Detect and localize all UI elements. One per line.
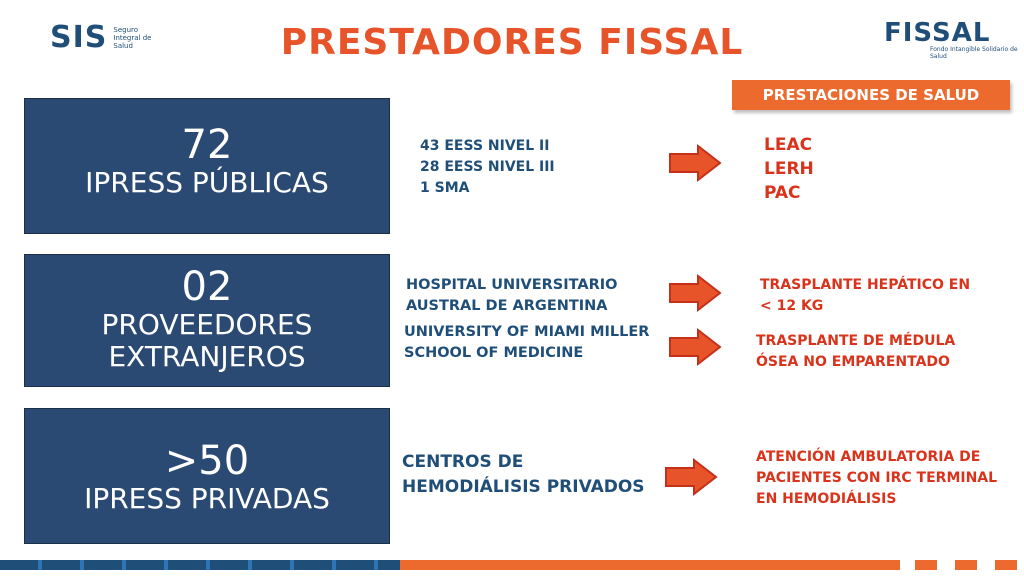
private-ipress-box: >50 IPRESS PRIVADAS xyxy=(24,408,390,544)
sis-logo-mark: SIS xyxy=(50,20,108,55)
right-arrow-icon xyxy=(669,328,722,366)
box-number: 02 xyxy=(181,264,233,310)
service-line: ÓSEA NO EMPARENTADO xyxy=(756,354,950,370)
detail-line: HEMODIÁLISIS PRIVADOS xyxy=(402,477,645,497)
detail-line: 1 SMA xyxy=(420,180,470,196)
public-ipress-services: LEAC LERH PAC xyxy=(764,133,814,205)
footer-stripe xyxy=(0,560,1024,570)
public-ipress-details: 43 EESS NIVEL II 28 EESS NIVEL III 1 SMA xyxy=(420,136,555,199)
fissal-logo-mark: FISSAL xyxy=(884,18,991,48)
right-arrow-icon xyxy=(669,144,722,182)
service-line: LERH xyxy=(764,159,814,179)
section-header-prestaciones: PRESTACIONES DE SALUD xyxy=(732,80,1010,110)
detail-line: 28 EESS NIVEL III xyxy=(420,159,555,175)
foreign-provider-austral: HOSPITAL UNIVERSITARIO AUSTRAL DE ARGENT… xyxy=(406,275,618,317)
foreign-service-hepatic: TRASPLANTE HEPÁTICO EN < 12 KG xyxy=(760,275,970,317)
sis-logo: SIS Seguro Integral de Salud xyxy=(50,20,153,55)
right-arrow-icon xyxy=(669,274,722,312)
private-ipress-services: ATENCIÓN AMBULATORIA DE PACIENTES CON IR… xyxy=(756,447,997,510)
detail-line: 43 EESS NIVEL II xyxy=(420,138,550,154)
fissal-logo: FISSAL Fondo Intangible Solidario de Sal… xyxy=(884,18,1024,60)
detail-line: AUSTRAL DE ARGENTINA xyxy=(406,298,608,314)
foreign-provider-miami: UNIVERSITY OF MIAMI MILLER SCHOOL OF MED… xyxy=(404,322,649,364)
detail-line: CENTROS DE xyxy=(402,452,524,472)
box-label: IPRESS PRIVADAS xyxy=(84,482,330,515)
service-line: TRASPLANTE HEPÁTICO EN xyxy=(760,277,971,293)
fissal-logo-subtitle: Fondo Intangible Solidario de Salud xyxy=(930,46,1018,60)
service-line: TRASPLANTE DE MÉDULA xyxy=(756,333,956,349)
service-line: PACIENTES CON IRC TERMINAL xyxy=(756,470,998,486)
box-number: >50 xyxy=(164,438,250,484)
service-line: PAC xyxy=(764,183,801,203)
foreign-service-marrow: TRASPLANTE DE MÉDULA ÓSEA NO EMPARENTADO xyxy=(756,331,955,373)
service-line: LEAC xyxy=(764,135,813,155)
detail-line: HOSPITAL UNIVERSITARIO xyxy=(406,277,618,293)
private-ipress-details: CENTROS DE HEMODIÁLISIS PRIVADOS xyxy=(402,450,645,500)
box-label: EXTRANJEROS xyxy=(108,340,306,373)
foreign-providers-box: 02 PROVEEDORES EXTRANJEROS xyxy=(24,254,390,387)
right-arrow-icon xyxy=(665,458,718,496)
service-line: EN HEMODIÁLISIS xyxy=(756,491,897,507)
detail-line: SCHOOL OF MEDICINE xyxy=(404,345,584,361)
detail-line: UNIVERSITY OF MIAMI MILLER xyxy=(404,324,650,340)
service-line: < 12 KG xyxy=(760,298,824,314)
sis-logo-subtitle: Seguro Integral de Salud xyxy=(113,25,152,50)
box-label: PROVEEDORES xyxy=(101,308,313,341)
public-ipress-box: 72 IPRESS PÚBLICAS xyxy=(24,98,390,234)
service-line: ATENCIÓN AMBULATORIA DE xyxy=(756,449,981,465)
box-number: 72 xyxy=(181,122,233,168)
page-title: PRESTADORES FISSAL xyxy=(280,22,744,63)
box-label: IPRESS PÚBLICAS xyxy=(85,166,329,199)
